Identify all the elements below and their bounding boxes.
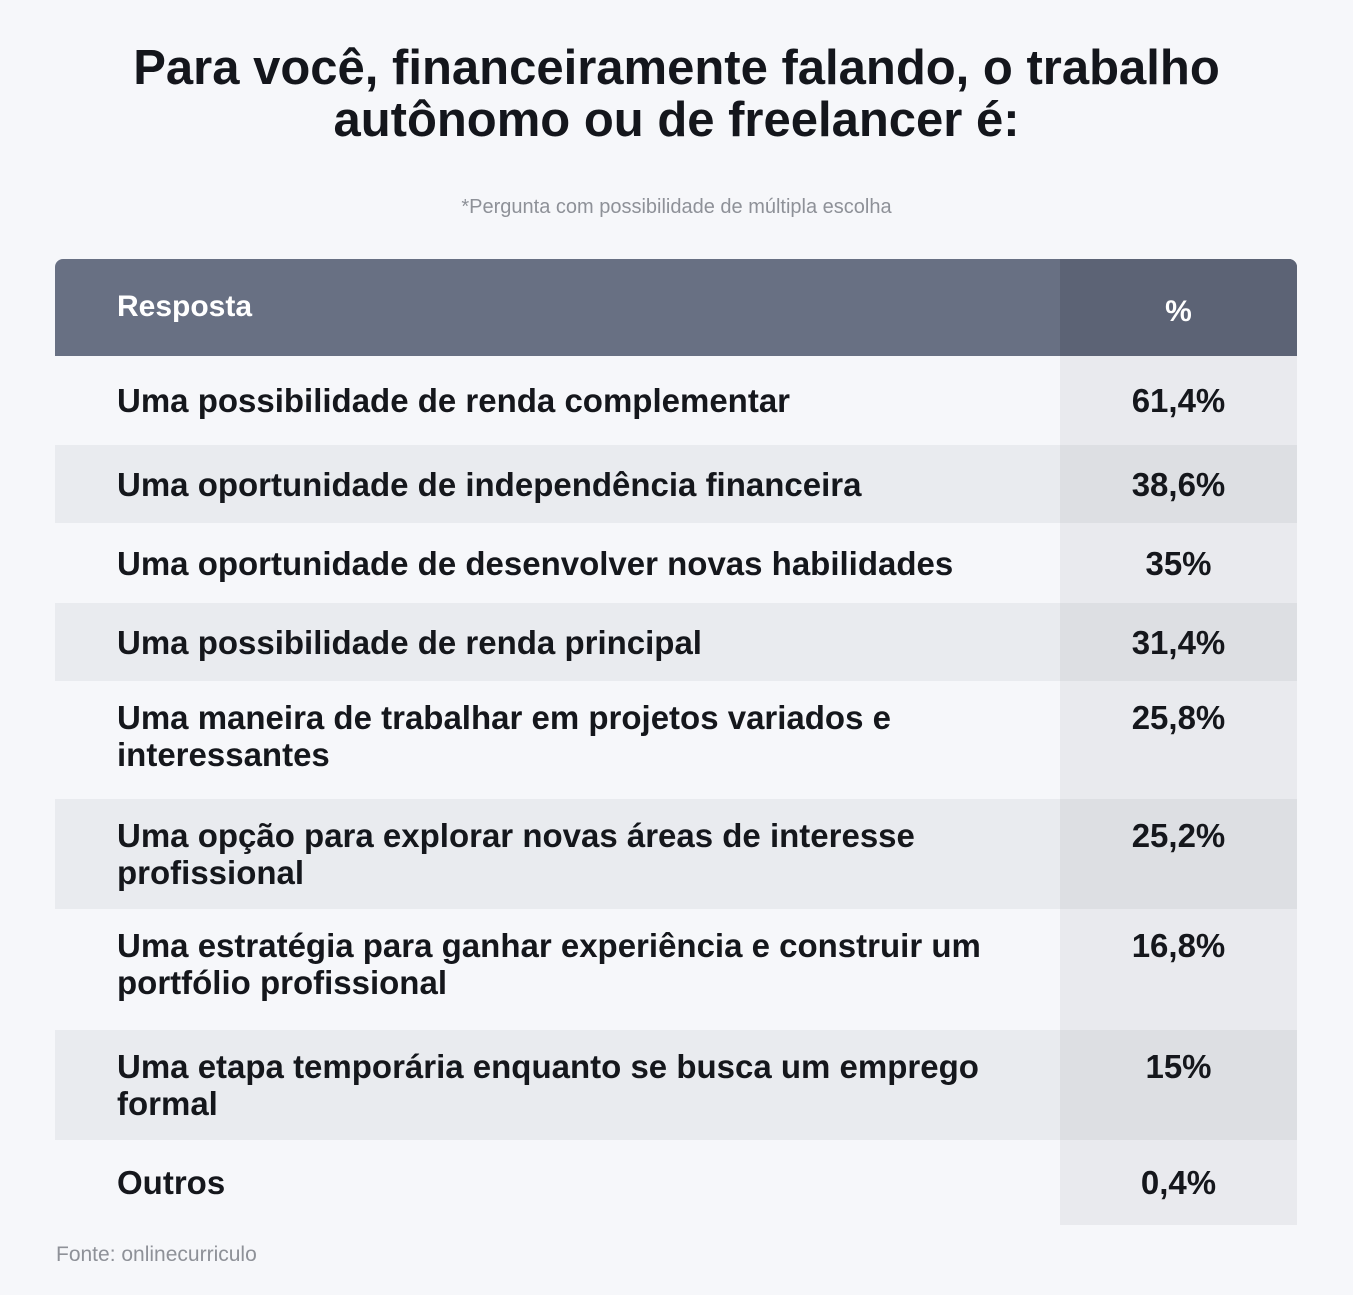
table-row: Uma oportunidade de desenvolver novas ha… [55,523,1297,603]
answer-cell: Uma maneira de trabalhar em projetos var… [117,699,891,773]
percent-cell: 61,4% [1060,356,1297,445]
percent-cell: 35% [1060,523,1297,603]
answer-cell: Outros [117,1164,226,1201]
percent-cell: 31,4% [1060,603,1297,681]
percent-cell: 25,2% [1060,799,1297,909]
table-row: Uma estratégia para ganhar experiência e… [55,909,1297,1030]
percent-cell: 38,6% [1060,445,1297,523]
answer-cell: Uma possibilidade de renda complementar [117,382,791,419]
table-header: Resposta % [55,259,1297,356]
header-answer: Resposta [117,289,253,323]
table-row: Uma possibilidade de renda principal 31,… [55,603,1297,681]
percent-cell: 0,4% [1060,1140,1297,1225]
answer-cell: Uma opção para explorar novas áreas de i… [117,817,915,891]
table-row: Uma opção para explorar novas áreas de i… [55,799,1297,909]
answer-cell: Uma estratégia para ganhar experiência e… [117,927,981,1001]
percent-cell: 25,8% [1060,681,1297,799]
answer-cell: Uma oportunidade de independência financ… [117,465,862,503]
table-row: Uma possibilidade de renda complementar … [55,356,1297,445]
header-percent: % [1060,259,1297,356]
subtitle-note: *Pergunta com possibilidade de múltipla … [461,196,892,218]
source-credit: Fonte: onlinecurriculo [56,1243,257,1266]
table-row: Uma oportunidade de independência financ… [55,445,1297,523]
answer-cell: Uma oportunidade de desenvolver novas ha… [117,544,954,582]
results-table: Resposta % Uma possibilidade de renda co… [55,259,1297,1225]
table-row: Uma maneira de trabalhar em projetos var… [55,681,1297,799]
percent-cell: 15% [1060,1030,1297,1140]
percent-cell: 16,8% [1060,909,1297,1030]
table-row: Uma etapa temporária enquanto se busca u… [55,1030,1297,1140]
page-title: Para você, financeiramente falando, o tr… [133,41,1220,147]
table-row: Outros 0,4% [55,1140,1297,1225]
answer-cell: Uma etapa temporária enquanto se busca u… [117,1048,979,1122]
answer-cell: Uma possibilidade de renda principal [117,623,702,661]
